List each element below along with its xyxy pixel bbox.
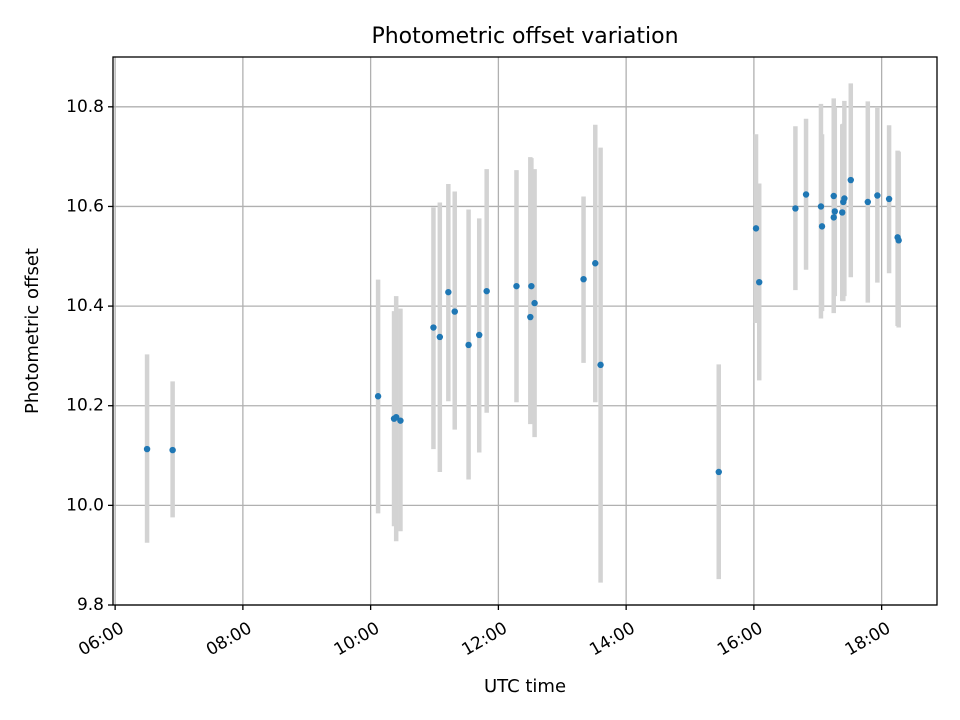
y-axis: 9.8 10.0 10.2 10.4 10.6 10.8 (66, 97, 113, 615)
plot-frame (112, 56, 938, 606)
data-point (715, 468, 722, 476)
data-point (374, 393, 382, 400)
data-point (752, 225, 760, 232)
data-points (143, 176, 902, 476)
data-point (831, 208, 838, 215)
data-point (527, 313, 534, 321)
data-point (597, 361, 604, 369)
data-point (392, 413, 400, 421)
data-point (847, 176, 854, 184)
data-point (895, 237, 902, 244)
data-point (580, 275, 587, 283)
y-tick-label: 10.0 (66, 495, 104, 515)
data-point (397, 417, 404, 424)
data-point (817, 203, 825, 210)
data-point (864, 198, 872, 206)
y-tick-label: 10.6 (66, 196, 104, 216)
data-point (792, 205, 799, 212)
data-point (839, 209, 846, 216)
data-point (445, 288, 452, 296)
data-point (513, 282, 520, 290)
data-point (802, 191, 810, 198)
data-point (169, 446, 176, 454)
data-point (874, 192, 881, 199)
data-point (451, 308, 458, 315)
data-point (476, 331, 483, 339)
data-point (531, 299, 538, 307)
data-point (818, 223, 826, 230)
y-tick-label: 10.2 (66, 396, 104, 416)
x-axis-title: UTC time (484, 676, 566, 697)
data-point (528, 282, 535, 290)
data-point (756, 278, 763, 286)
y-tick-label: 9.8 (77, 595, 104, 615)
data-point (430, 324, 437, 331)
y-axis-title: Photometric offset (22, 248, 43, 414)
data-point (436, 333, 444, 341)
y-tick-label: 10.4 (66, 296, 104, 316)
data-point (830, 214, 837, 221)
data-point (592, 260, 599, 267)
data-point (465, 341, 472, 349)
chart-title: Photometric offset variation (371, 24, 678, 49)
data-point (885, 195, 893, 203)
data-point (841, 195, 848, 202)
y-tick-label: 10.8 (66, 97, 104, 117)
data-point (483, 287, 490, 295)
data-point (143, 445, 151, 453)
data-point (830, 192, 837, 200)
